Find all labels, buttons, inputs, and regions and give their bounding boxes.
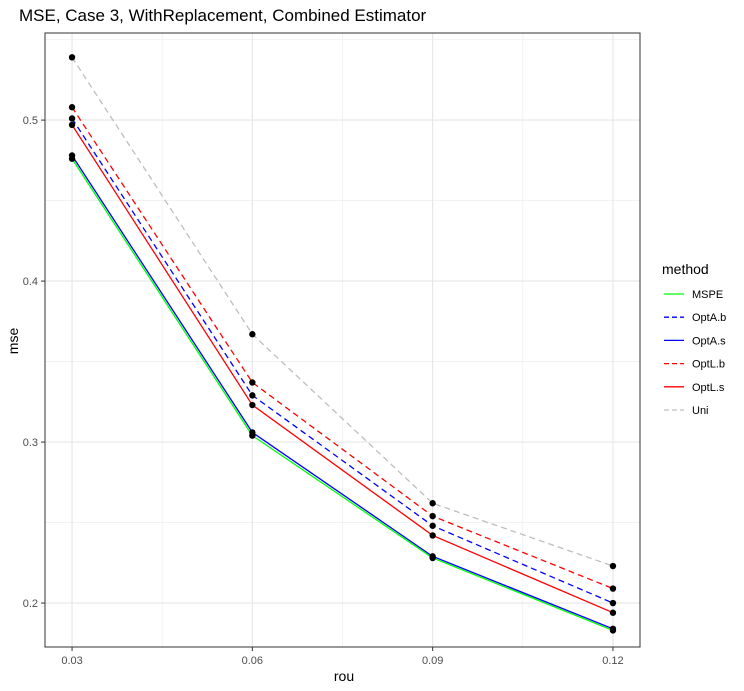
x-tick-label: 0.09: [422, 655, 443, 667]
data-point-opta-b: [429, 522, 436, 529]
y-tick-label: 0.3: [23, 437, 38, 449]
data-point-uni: [249, 331, 256, 338]
data-point-optl-s: [429, 532, 436, 539]
data-point-uni: [609, 562, 617, 570]
series-line-mspe: [71, 158, 614, 632]
series-line-opta-s: [71, 155, 614, 630]
legend-label: MSPE: [692, 289, 723, 301]
data-point-optl-s: [249, 401, 256, 409]
data-point-optl-b: [249, 379, 256, 386]
data-points: [68, 54, 617, 634]
data-point-opta-s: [249, 429, 256, 436]
data-point-opta-s: [429, 553, 436, 560]
legend-title: method: [662, 261, 709, 277]
series-line-optl-b: [71, 106, 614, 590]
legend-label: OptA.s: [692, 335, 726, 347]
data-point-opta-b: [609, 599, 617, 607]
legend: method MSPE OptA.b OptA.s OptL.b OptL.s Uni: [662, 261, 726, 417]
y-axis-title: mse: [5, 328, 21, 355]
x-tick-label: 0.12: [602, 655, 623, 667]
data-point-uni: [429, 500, 436, 507]
data-point-opta-s: [68, 152, 76, 159]
data-point-optl-b: [429, 512, 436, 520]
panel-border: [44, 32, 641, 648]
series-line-opta-b: [71, 118, 614, 604]
data-point-opta-b: [249, 392, 256, 399]
x-axis-title: rou: [334, 668, 354, 684]
y-tick-label: 0.4: [23, 276, 38, 288]
legend-label: OptL.s: [692, 382, 725, 394]
data-point-opta-b: [68, 115, 76, 122]
y-axis: 0.2 0.3 0.4 0.5: [23, 115, 45, 610]
y-tick-label: 0.5: [23, 115, 38, 127]
x-axis: 0.03 0.06 0.09 0.12: [61, 647, 624, 667]
chart-title: MSE, Case 3, WithReplacement, Combined E…: [19, 6, 427, 25]
data-point-optl-s: [68, 121, 76, 129]
series-line-uni: [71, 56, 614, 567]
legend-label: OptA.b: [692, 312, 726, 324]
data-point-optl-b: [609, 585, 617, 592]
data-point-optl-s: [609, 609, 617, 616]
grid: [45, 33, 640, 647]
data-point-uni: [68, 54, 76, 61]
x-tick-label: 0.03: [61, 655, 82, 667]
data-point-optl-b: [68, 104, 76, 111]
plot-border: [44, 32, 641, 648]
data-point-opta-s: [609, 625, 617, 633]
x-tick-label: 0.06: [242, 655, 263, 667]
series-line-optl-s: [71, 124, 614, 614]
legend-label: OptL.b: [692, 359, 725, 371]
y-tick-label: 0.2: [23, 598, 38, 610]
legend-label: Uni: [692, 405, 709, 417]
series-lines: [71, 56, 614, 632]
